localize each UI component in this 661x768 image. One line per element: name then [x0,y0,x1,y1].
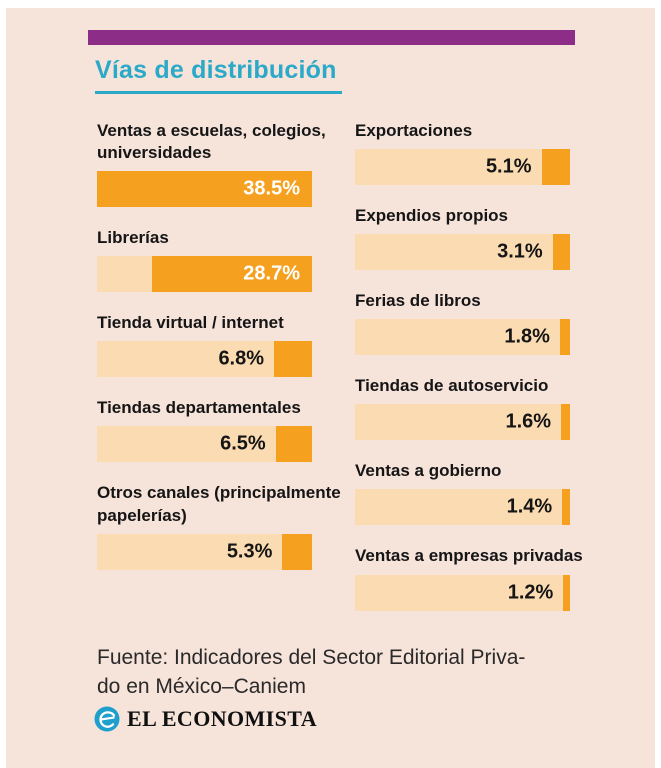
bar-label: Tienda virtual / internet [97,313,284,333]
bar-label: Otros canales (principalmente papelerías… [97,483,341,525]
brand-logo: EL ECONOMISTA [94,706,317,732]
bar-fill [561,404,570,441]
bar-label: Tiendas departamentales [97,398,301,418]
bar-fill [151,256,312,293]
el-economista-globe-icon [94,706,120,732]
bar-fill [559,319,570,356]
bar-item: Ventas a escuelas, colegios, universidad… [97,120,326,208]
bar-value: 6.5% [220,432,266,455]
bar-item: Ventas a empresas privadas 1.2% [355,545,583,611]
bar-value: 28.7% [243,262,300,285]
bar-item: Librerías 28.7% [97,227,312,293]
bar-label: Expendios propios [355,206,509,226]
bar-fill [282,533,312,570]
bar-fill [541,149,570,186]
bar-label: Librerías [97,228,169,248]
bar-value: 38.5% [243,177,300,200]
bar-fill [562,489,570,526]
bar-value: 1.6% [505,410,552,433]
bar-track: 1.8% [355,319,570,356]
title-underline [95,91,342,94]
bar-label: Ventas a escuelas, colegios, universidad… [97,121,326,163]
brand-name: EL ECONOMISTA [127,706,317,731]
bar-track: 38.5% [97,171,312,208]
bar-label: Ventas a gobierno [355,461,502,481]
bar-label: Ferias de libros [355,291,481,311]
bar-item: Ventas a gobierno 1.4% [355,460,570,526]
bar-value: 3.1% [497,240,543,263]
top-accent-bar [88,30,575,45]
bar-track: 5.1% [355,149,570,186]
bar-item: Exportaciones 5.1% [355,120,570,186]
bar-track: 1.4% [355,489,570,526]
source-line-1: Fuente: Indicadores del Sector Editorial… [97,646,526,669]
bar-fill [97,171,312,208]
bar-item: Tienda virtual / internet 6.8% [97,312,312,378]
page-title: Vías de distribución [95,56,337,84]
bar-label: Ventas a empresas privadas [355,546,583,566]
bar-track: 5.3% [97,533,312,570]
background-panel [6,8,655,768]
bar-item: Expendios propios 3.1% [355,205,570,271]
bar-label: Tiendas de autoservicio [355,376,549,396]
bar-fill [563,574,570,611]
bar-value: 5.3% [226,540,273,563]
bar-item: Otros canales (principalmente papelerías… [97,482,341,570]
bar-label: Exportaciones [355,121,473,140]
bar-value: 5.1% [485,155,532,178]
bar-track: 1.6% [355,404,570,441]
chart-column-left: Ventas a escuelas, colegios, universidad… [97,120,341,590]
bar-track: 3.1% [355,234,570,271]
bar-item: Tiendas de autoservicio 1.6% [355,375,570,441]
bar-track: 1.2% [355,574,570,611]
bar-track: 6.5% [97,426,312,463]
source-text: Fuente: Indicadores del Sector Editorial… [97,643,575,702]
bar-track: 28.7% [97,256,312,293]
bar-item: Tiendas departamentales 6.5% [97,397,312,463]
bar-fill [274,341,312,378]
bar-track: 6.8% [97,341,312,378]
bar-value: 1.8% [504,325,550,348]
bar-fill [275,426,312,463]
chart-column-right: Exportaciones 5.1% Expendios propios 3.1… [355,120,583,631]
source-line-2: do en México–Caniem [97,675,306,699]
bar-fill [552,234,570,271]
bar-value: 1.2% [507,581,554,604]
bar-value: 1.4% [506,495,553,518]
bar-item: Ferias de libros 1.8% [355,290,570,356]
bar-value: 6.8% [218,347,265,370]
